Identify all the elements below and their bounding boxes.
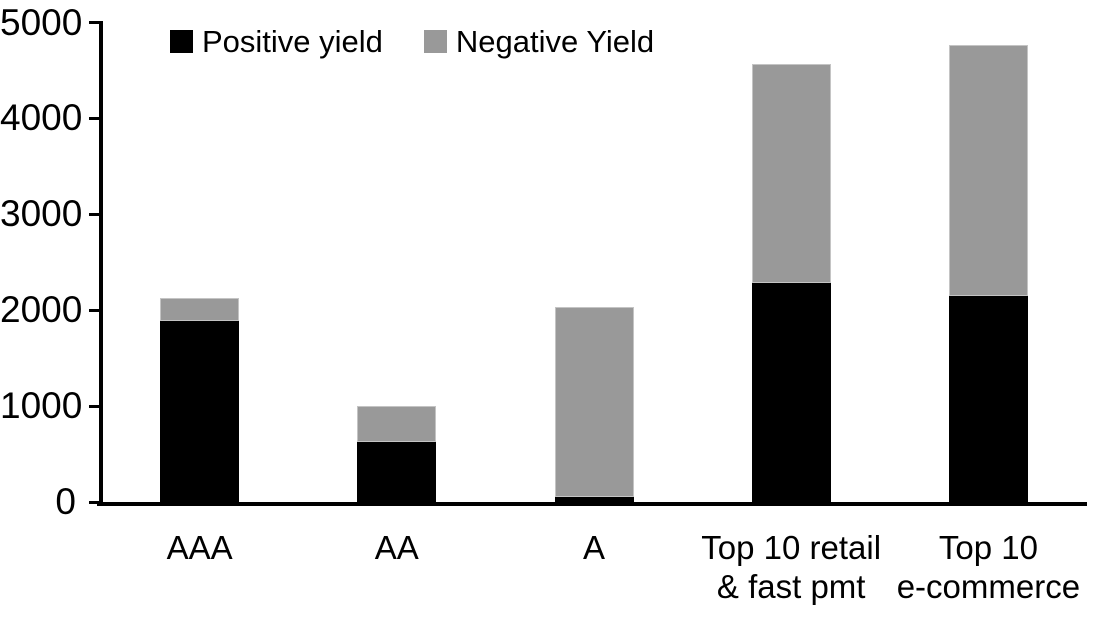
x-category-label: AA <box>374 529 419 566</box>
y-tick-mark <box>89 21 101 24</box>
y-axis-line <box>99 21 103 506</box>
y-tick-label: 3000 <box>0 193 83 235</box>
y-tick-label: 0 <box>55 481 76 522</box>
x-axis-line <box>97 502 1087 506</box>
chart-legend: Positive yield Negative Yield <box>170 26 654 57</box>
y-tick-mark <box>89 212 101 216</box>
negative-yield-swatch-icon <box>423 30 447 53</box>
bar-segment-positive-yield-4 <box>948 295 1028 502</box>
y-tick-label: 2000 <box>0 289 83 331</box>
bar-segment-positive-yield-2 <box>554 497 634 502</box>
bar-segment-negative-yield-2 <box>554 307 634 498</box>
x-category-label: A <box>582 529 605 566</box>
positive-yield-swatch-icon <box>170 30 193 53</box>
y-tick-label: 5000 <box>0 1 83 43</box>
bar-segment-negative-yield-4 <box>948 44 1028 296</box>
bar-segment-positive-yield-0 <box>160 320 240 502</box>
bar-segment-negative-yield-1 <box>357 406 437 442</box>
bar-segment-positive-yield-1 <box>357 441 437 502</box>
legend-label-negative-yield: Negative Yield <box>455 24 655 59</box>
x-category-label: AAA <box>166 529 233 566</box>
bar-segment-positive-yield-3 <box>751 283 831 502</box>
bar-segment-negative-yield-3 <box>751 63 831 284</box>
legend-label-positive-yield: Positive yield <box>202 24 383 59</box>
y-tick-mark <box>89 116 101 120</box>
legend-item-positive-yield: Positive yield <box>170 26 383 57</box>
y-tick-mark <box>89 500 101 504</box>
x-category-label: Top 10 retail & fast pmt <box>701 529 882 605</box>
bar-segment-negative-yield-0 <box>160 297 240 321</box>
y-tick-mark <box>89 308 101 312</box>
y-tick-label: 1000 <box>0 385 83 427</box>
x-category-label: Top 10 e-commerce <box>896 529 1081 605</box>
legend-item-negative-yield: Negative Yield <box>423 24 655 59</box>
y-tick-mark <box>89 404 101 408</box>
y-tick-label: 4000 <box>0 97 83 139</box>
